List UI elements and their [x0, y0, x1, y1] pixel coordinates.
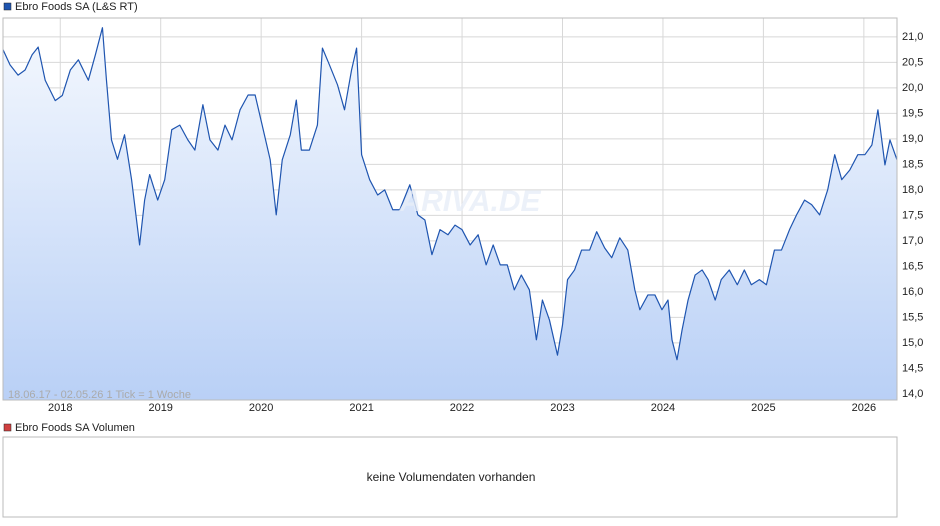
y-tick-label: 14,0 [902, 388, 923, 400]
x-tick-label: 2018 [48, 402, 72, 414]
area-fill [3, 27, 897, 400]
volume-message: keine Volumendaten vorhanden [367, 470, 536, 484]
x-tick-label: 2021 [349, 402, 373, 414]
legend-label: Ebro Foods SA Volumen [15, 422, 135, 434]
volume-frame [2, 436, 898, 518]
y-tick-label: 15,5 [902, 311, 923, 323]
x-tick-label: 2023 [550, 402, 574, 414]
x-tick-label: 2020 [249, 402, 273, 414]
price-line [2, 27, 898, 361]
y-tick-label: 19,0 [902, 133, 923, 145]
y-tick-label: 18,0 [902, 184, 923, 196]
x-tick-label: 2022 [450, 402, 474, 414]
watermark: ARIVA.DE [398, 185, 541, 218]
y-tick-label: 17,0 [902, 235, 923, 247]
x-tick-label: 2024 [651, 402, 675, 414]
y-tick-label: 18,5 [902, 158, 923, 170]
x-tick-label: 2026 [852, 402, 876, 414]
y-tick-label: 21,0 [902, 31, 923, 43]
x-tick-label: 2025 [751, 402, 775, 414]
y-tick-label: 14,5 [902, 362, 923, 374]
legend-swatch [3, 2, 12, 11]
plot-area [2, 18, 898, 400]
y-tick-label: 20,5 [902, 56, 923, 68]
y-tick-label: 17,5 [902, 209, 923, 221]
range-note: 18.06.17 - 02.05.26 1 Tick = 1 Woche [8, 389, 191, 401]
y-tick-label: 16,0 [902, 286, 923, 298]
plot-frame [2, 17, 898, 401]
legend-label: Ebro Foods SA (L&S RT) [15, 1, 138, 13]
y-tick-label: 15,0 [902, 337, 923, 349]
legend-swatch [3, 423, 12, 432]
y-tick-label: 19,5 [902, 107, 923, 119]
y-tick-label: 20,0 [902, 82, 923, 94]
y-tick-label: 16,5 [902, 260, 923, 272]
x-tick-label: 2019 [148, 402, 172, 414]
